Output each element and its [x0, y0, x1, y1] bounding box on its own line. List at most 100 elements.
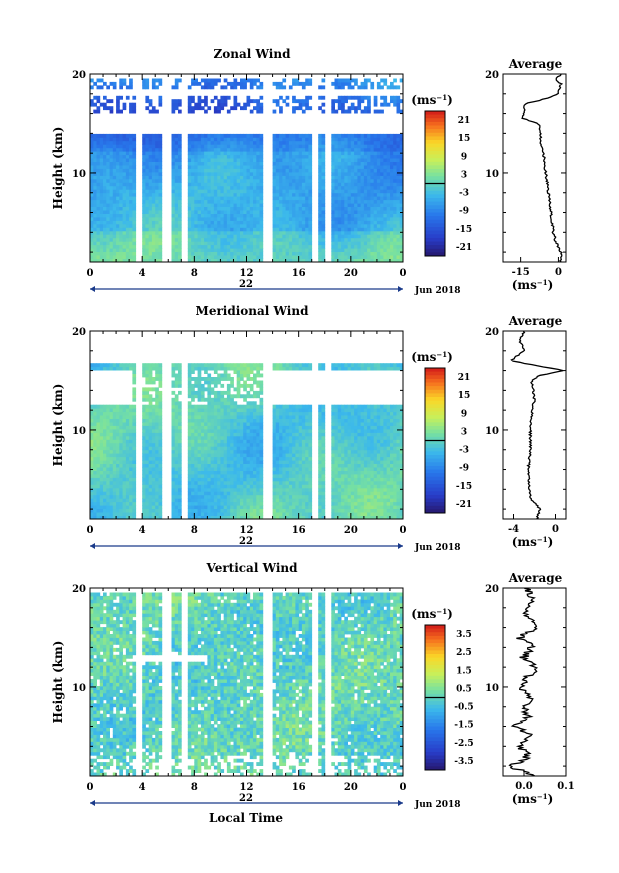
heatmap-cell — [122, 151, 127, 156]
heatmap-cell — [220, 383, 225, 388]
heatmap-cell — [158, 429, 163, 433]
heatmap-cell — [116, 255, 120, 259]
heatmap-cell — [142, 223, 146, 228]
heatmap-cell — [200, 161, 205, 166]
average-x-tick-label: -15 — [512, 267, 530, 278]
heatmap-cell — [151, 258, 156, 263]
heatmap-cell — [331, 137, 335, 142]
heatmap-cell — [223, 213, 228, 218]
heatmap-cell — [200, 199, 205, 204]
heatmap-cell — [331, 99, 335, 104]
heatmap-cell — [347, 248, 352, 252]
heatmap-cell — [158, 418, 163, 423]
heatmap-cell — [204, 370, 208, 374]
heatmap-cell — [210, 81, 215, 86]
heatmap-cell — [220, 404, 225, 409]
heatmap-cell — [112, 133, 117, 138]
heatmap-cell — [99, 411, 104, 416]
heatmap-cell — [122, 220, 127, 225]
heatmap-cell — [90, 217, 94, 221]
heatmap-cell — [373, 258, 378, 263]
colorbar-tick-label: -21 — [456, 243, 472, 253]
heatmap-cell — [207, 165, 212, 169]
heatmap-cell — [220, 182, 225, 187]
heatmap-cell — [145, 463, 150, 468]
heatmap-cell — [210, 140, 215, 145]
heatmap-cell — [217, 435, 221, 440]
heatmap-cell — [207, 404, 212, 409]
heatmap-cell — [298, 168, 303, 173]
heatmap-cell — [357, 230, 362, 235]
heatmap-cell — [367, 234, 371, 239]
heatmap-cell — [132, 411, 137, 416]
heatmap-cell — [171, 435, 176, 440]
heatmap-cell — [191, 241, 195, 246]
heatmap-cell — [145, 515, 150, 520]
heatmap-cell — [106, 227, 110, 232]
heatmap-cell — [272, 137, 277, 142]
heatmap-cell — [148, 456, 153, 461]
heatmap-cell — [119, 227, 123, 232]
heatmap-cell — [194, 172, 198, 176]
heatmap-cell — [210, 377, 215, 381]
heatmap-cell — [145, 408, 150, 413]
heatmap-cell — [393, 220, 397, 225]
heatmap-cell — [178, 161, 182, 166]
heatmap-cell — [93, 418, 97, 423]
heatmap-cell — [96, 237, 101, 242]
heatmap-cell — [191, 418, 195, 423]
heatmap-cell — [380, 185, 384, 190]
heatmap-cell — [178, 380, 182, 385]
heatmap-cell — [90, 168, 94, 173]
heatmap-cell — [220, 429, 225, 433]
heatmap-cell — [279, 165, 283, 169]
heatmap-cell — [125, 467, 130, 471]
heatmap-cell — [174, 501, 179, 506]
heatmap-cell — [321, 203, 326, 207]
heatmap-cell — [318, 140, 322, 145]
heatmap-cell — [90, 429, 94, 433]
heatmap-cell — [334, 217, 339, 221]
heatmap-cell — [119, 508, 123, 513]
heatmap-cell — [145, 168, 150, 173]
heatmap-cell — [109, 425, 114, 430]
heatmap-cell — [145, 248, 150, 252]
heatmap-cell — [344, 99, 348, 104]
heatmap-cell — [197, 189, 202, 194]
heatmap-cell — [390, 178, 394, 183]
heatmap-cell — [112, 512, 117, 516]
heatmap-cell — [103, 140, 107, 145]
heatmap-cell — [191, 140, 195, 145]
heatmap-cell — [305, 196, 309, 201]
heatmap-cell — [217, 463, 221, 468]
heatmap-cell — [148, 199, 153, 204]
heatmap-cell — [279, 237, 283, 242]
heatmap-cell — [145, 377, 150, 381]
heatmap-cell — [145, 404, 150, 409]
heatmap-cell — [334, 158, 339, 162]
heatmap-cell — [396, 178, 401, 183]
heatmap-cell — [151, 484, 156, 489]
heatmap-cell — [151, 439, 156, 444]
heatmap-cell — [223, 144, 228, 149]
heatmap-cell — [350, 158, 355, 162]
heatmap-cell — [194, 394, 198, 399]
heatmap-cell — [122, 206, 127, 211]
heatmap-cell — [243, 210, 247, 214]
heatmap-cell — [308, 251, 313, 256]
heatmap-cell — [298, 199, 303, 204]
heatmap-cell — [259, 234, 264, 239]
heatmap-cell — [363, 182, 368, 187]
heatmap-cell — [116, 422, 120, 426]
heatmap-cell — [96, 449, 101, 454]
heatmap-cell — [187, 230, 192, 235]
heatmap-cell — [298, 241, 303, 246]
heatmap-cell — [132, 512, 137, 516]
heatmap-cell — [240, 196, 244, 201]
heatmap-cell — [386, 227, 391, 232]
heatmap-cell — [99, 227, 104, 232]
heatmap-cell — [142, 244, 146, 249]
heatmap-cell — [207, 182, 212, 187]
heatmap-cell — [194, 168, 198, 173]
heatmap-cell — [367, 192, 371, 197]
